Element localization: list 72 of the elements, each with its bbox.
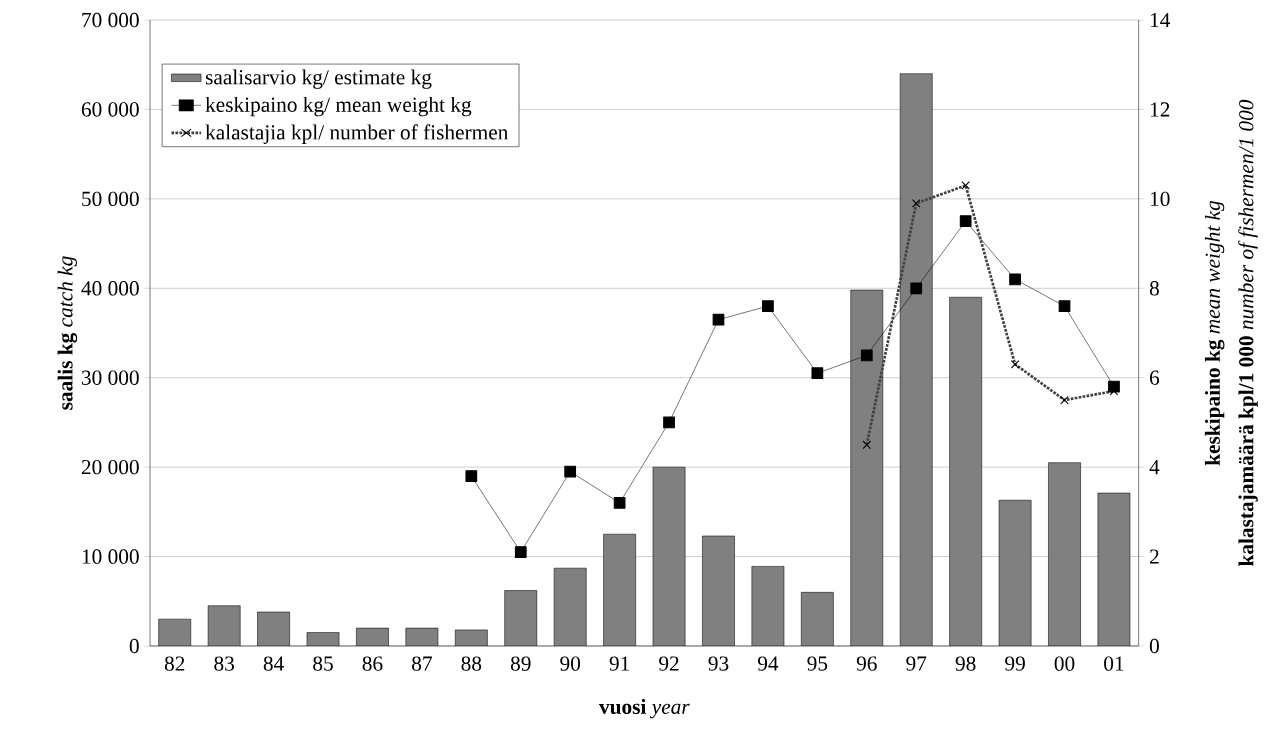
bar [257,612,290,646]
y-tick-label: 30 000 [81,370,139,385]
legend-label: saalisarvio kg/ estimate kg [205,69,432,89]
x-axis-title: vuosi year [598,698,690,719]
point [762,300,774,313]
x-tick-label: 86 [362,656,383,671]
y2-tick-label: 4 [1149,460,1160,475]
point [860,349,873,362]
x-tick-label: 93 [708,656,729,671]
y2-tick-label: 2 [1150,549,1159,564]
x-tick-label: 83 [214,656,234,671]
point [514,546,527,558]
bar [208,605,241,646]
bar [504,590,537,646]
legend-label: kalastajia kpl/ number of fishermen [205,124,509,144]
x-tick-label: 96 [856,656,877,671]
y2-axis-title: keskipaino kg mean weight kg [1204,200,1225,466]
y-tick-label: 0 [129,638,139,654]
y2-tick-label: 10 [1150,191,1170,207]
x-tick-label: 00 [1054,656,1075,671]
bar [850,290,883,646]
x-tick-label: 84 [263,656,284,671]
x-tick-label: 01 [1104,656,1124,671]
bar [1097,492,1131,646]
text: kalastajamäärä kpl/1 000 number of fishermen/1 000 [1238,99,1258,567]
y-tick-label: 10 000 [82,549,139,564]
y-tick-label: 20 000 [81,459,139,475]
x-tick-label: 94 [757,656,779,671]
point [712,313,725,326]
x-tick-label: 95 [807,656,828,671]
bar [999,500,1032,646]
bar [603,534,636,646]
legend-label: keskipaino kg/ mean weight kg [205,96,472,117]
bar [900,73,933,646]
y2-tick-label: 0 [1149,638,1159,654]
x-tick-label: 90 [560,656,581,671]
point [663,416,675,429]
x-tick-label: 87 [412,656,432,671]
x-tick-label: 92 [659,656,679,671]
x-tick-label: 91 [609,656,630,671]
x-tick-label: 82 [164,656,185,671]
x-tick-label: 88 [461,656,482,671]
point [564,465,577,478]
y-tick-label: 60 000 [81,102,139,117]
bar [652,467,686,646]
point [1058,300,1071,313]
y2-tick-label: 12 [1150,102,1170,117]
point [1009,273,1021,286]
y-tick-label: 70 000 [82,12,139,28]
bar [702,535,735,646]
bar [801,592,834,646]
bar [949,297,982,646]
x-tick-label: 99 [1005,656,1025,671]
point [613,497,626,509]
y-tick-label: 40 000 [81,281,139,296]
bar [158,619,191,646]
point [910,282,923,295]
point [959,215,972,228]
y2-tick-label: 14 [1150,12,1171,28]
point [811,367,824,380]
bar [1048,462,1081,646]
bar [554,568,587,646]
x-tick-label: 98 [955,656,976,671]
x-tick-label: 97 [906,656,927,671]
x-tick-label: 85 [313,656,333,671]
y2-tick-label: 6 [1149,370,1160,385]
bar [751,566,784,646]
point [465,470,478,482]
y-tick-label: 50 000 [82,191,139,207]
x-tick-label: 89 [510,656,531,671]
y2-tick-label: 8 [1149,281,1159,296]
y-axis-title: saalis kg catch kg [57,256,78,410]
